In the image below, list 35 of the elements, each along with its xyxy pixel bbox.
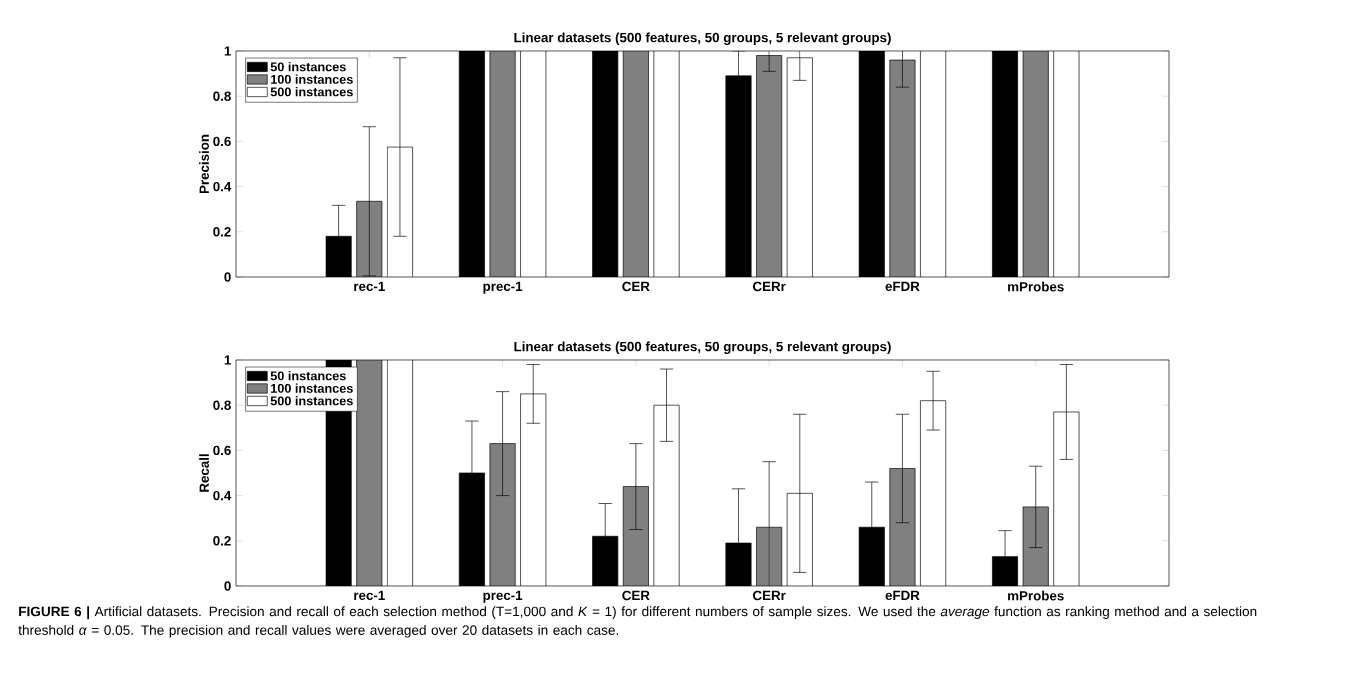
x-tick-label: CERr xyxy=(753,590,786,601)
legend-label: 500 instances xyxy=(270,87,353,97)
y-axis-title: Recall xyxy=(199,454,209,492)
legend-label: 100 instances xyxy=(271,383,353,393)
y-tick-label: 1 xyxy=(224,46,231,56)
legend-label: 50 instances xyxy=(270,62,346,72)
chart-title: Linear datasets (500 features, 50 groups, 5 relevant groups) xyxy=(514,32,891,45)
x-tick-label: rec-1 xyxy=(354,590,385,601)
y-axis-title: Precision xyxy=(199,134,209,194)
y-tick-label: 0 xyxy=(224,581,231,591)
chart-title: Linear datasets (500 features, 50 groups, 5 relevant groups) xyxy=(514,341,891,354)
y-tick-label: 0.4 xyxy=(213,490,232,501)
y-tick-label: 1 xyxy=(224,355,231,365)
x-tick-label: CER xyxy=(622,590,650,601)
x-tick-label: CERr xyxy=(753,281,786,292)
y-tick-label: 0.8 xyxy=(213,91,231,101)
y-tick-label: 0.2 xyxy=(213,227,231,237)
x-tick-label: eFDR xyxy=(885,590,920,601)
y-tick-label: 0 xyxy=(224,272,231,282)
x-tick-label: mProbes xyxy=(1008,590,1064,601)
y-tick-label: 0.6 xyxy=(213,136,231,147)
legend-label: 50 instances xyxy=(270,371,346,381)
y-tick-label: 0.6 xyxy=(213,445,231,456)
legend-label: 500 instances xyxy=(270,396,353,406)
y-tick-label: 0.4 xyxy=(213,181,232,192)
legend-label: 100 instances xyxy=(271,74,353,84)
x-tick-label: eFDR xyxy=(885,281,920,292)
x-tick-label: rec-1 xyxy=(354,281,385,292)
x-tick-label: CER xyxy=(622,281,650,292)
x-tick-label: mProbes xyxy=(1008,281,1064,292)
x-tick-label: prec-1 xyxy=(483,590,523,603)
y-tick-label: 0.8 xyxy=(213,400,231,410)
text: FIGURE 6 | Artificial datasets. Precision and recall of each selection method (T=1,000 and K = 1) for different numbers of sample sizes. We used the average function as ranking method and a selection threshold α = 0.05. The precision and recall values were averaged over 20 datasets in each case. xyxy=(18,606,1257,638)
y-tick-label: 0.2 xyxy=(213,536,231,546)
x-tick-label: prec-1 xyxy=(483,281,523,294)
